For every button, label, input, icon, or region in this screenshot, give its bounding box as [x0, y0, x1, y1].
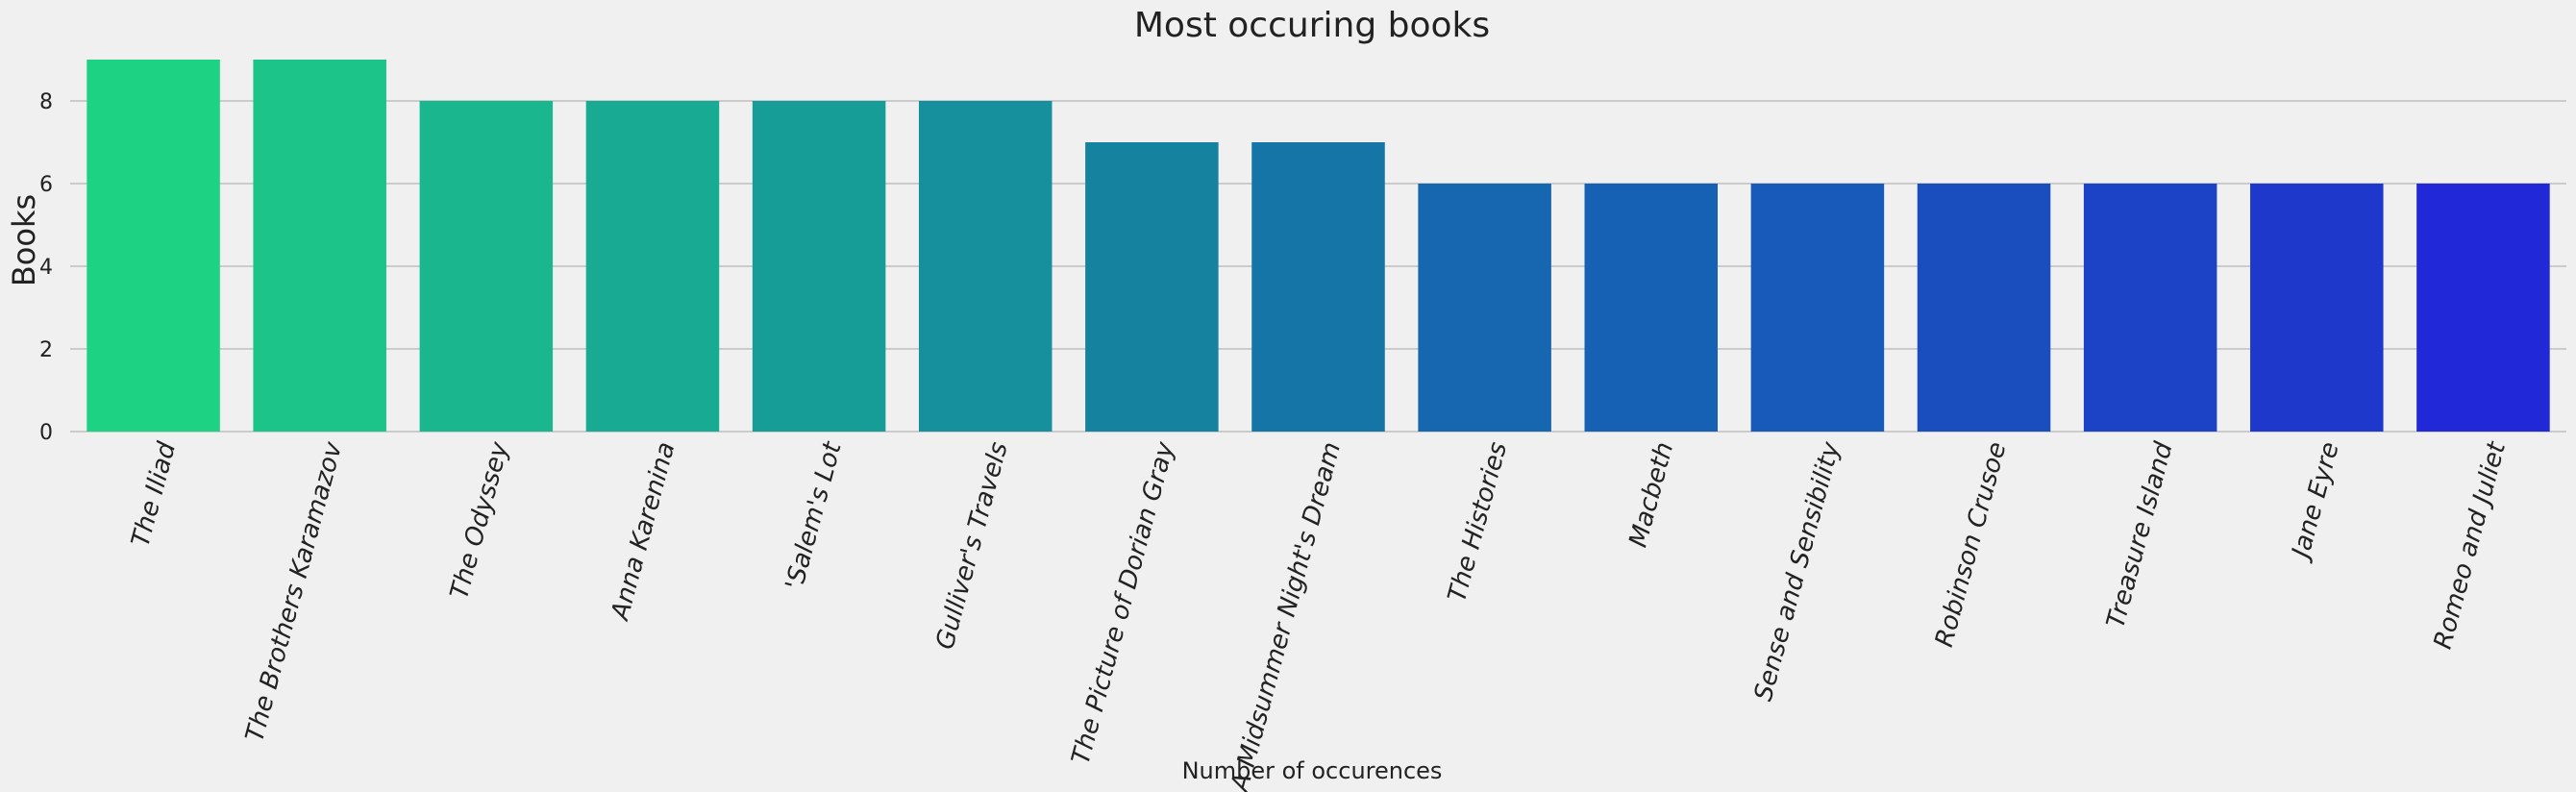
x-tick-label: The Histories: [1443, 439, 1513, 605]
bar: [1584, 184, 1719, 432]
y-tick-label: 6: [39, 173, 53, 197]
x-tick-label: The Picture of Dorian Gray: [1067, 438, 1181, 767]
bar: [87, 60, 220, 432]
bar: [419, 101, 554, 432]
bar: [2250, 184, 2384, 432]
x-tick-label: Jane Eyre: [2286, 439, 2345, 565]
x-tick-label: The Brothers Karamazov: [240, 438, 348, 745]
bar: [1418, 184, 1551, 432]
bar: [918, 101, 1053, 432]
y-tick-label: 0: [39, 421, 53, 445]
bar: [1251, 142, 1385, 432]
bar: [752, 101, 886, 432]
x-tick-label: The Iliad: [126, 438, 182, 550]
bar: [585, 101, 720, 432]
y-tick-label: 2: [39, 338, 53, 362]
x-tick-label: Anna Karenina: [606, 439, 681, 625]
y-axis-label: Books: [6, 194, 42, 286]
y-tick-labels: 0 2 4 6 8: [39, 90, 53, 445]
x-tick-label: Gulliver's Travels: [930, 439, 1013, 653]
x-tick-label: The Odyssey: [445, 438, 514, 602]
bar: [253, 60, 386, 432]
y-tick-label: 4: [39, 256, 53, 280]
x-tick-label: Sense and Sensibility: [1749, 438, 1846, 704]
chart-title: Most occuring books: [1134, 6, 1490, 45]
x-tick-label: A Midsummer Night's Dream: [1226, 439, 1347, 792]
y-tick-label: 8: [39, 90, 53, 114]
bar: [2416, 184, 2550, 432]
x-tick-label: 'Salem's Lot: [780, 438, 848, 593]
x-tick-label: Macbeth: [1623, 439, 1679, 551]
x-tick-label: Treasure Island: [2101, 438, 2179, 631]
bar: [1750, 184, 1885, 432]
bar: [1917, 184, 2051, 432]
x-tick-label: Romeo and Juliet: [2429, 438, 2512, 652]
x-tick-labels: The Iliad The Brothers Karamazov The Odyss…: [126, 438, 2512, 792]
bar: [1085, 142, 1219, 432]
bar: [2083, 184, 2217, 432]
x-axis-label: Number of occurences: [1182, 757, 1443, 784]
x-tick-label: Robinson Crusoe: [1930, 439, 2013, 650]
bars: [87, 60, 2550, 432]
